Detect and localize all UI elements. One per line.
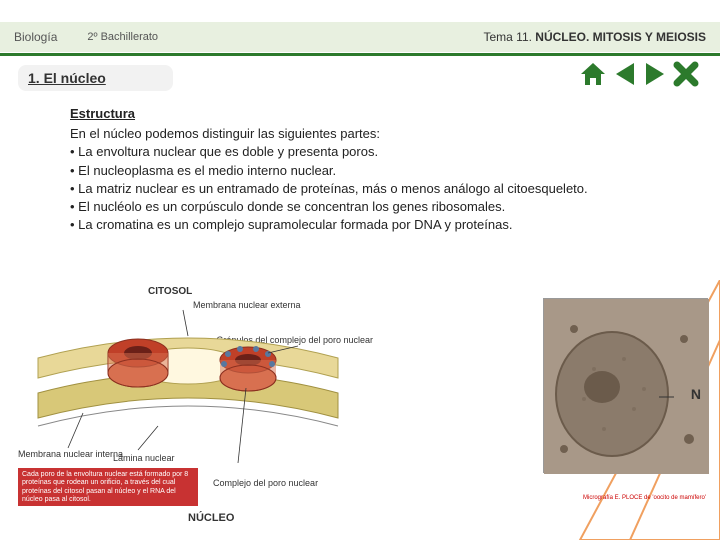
bullet-2: • La matriz nuclear es un entramado de p… [70,180,650,198]
header-bar: Biología 2º Bachillerato Tema 11. NÚCLEO… [0,22,720,52]
content-block: Estructura En el núcleo podemos distingu… [70,105,650,234]
micrograph-svg [544,299,709,474]
diagram-area: CITOSOL Membrana nuclear externa Gránulo… [18,278,373,528]
next-icon[interactable] [642,60,668,88]
section-tab: 1. El núcleo [18,65,173,91]
nav-icons [578,60,700,88]
complejo-label: Complejo del poro nuclear [213,478,318,488]
home-icon[interactable] [578,60,608,88]
content-intro: En el núcleo podemos distinguir las sigu… [70,125,650,143]
bullet-0: • La envoltura nuclear que es doble y pr… [70,143,650,161]
content-title: Estructura [70,105,650,123]
header-underline [0,53,720,56]
topic-prefix: Tema 11. [483,30,535,44]
diagram-caption-box: Cada poro de la envoltura nuclear está f… [18,468,198,506]
bullet-3: • El nucléolo es un corpúsculo donde se … [70,198,650,216]
citosol-label: CITOSOL [148,286,192,297]
nucleus-diagram [28,298,348,468]
micrograph-n-label: N [691,386,701,402]
micrograph-credit: Micrografía E. PLOCE de 'oocito de mamíf… [583,495,706,502]
close-icon[interactable] [672,60,700,88]
nucleo-label: NÚCLEO [188,512,234,524]
prev-icon[interactable] [612,60,638,88]
membrane-int-label: Membrana nuclear interna [18,450,123,460]
topic-bold: NÚCLEO. MITOSIS Y MEIOSIS [535,30,706,44]
micrograph: N [543,298,708,473]
subject-label: Biología [0,30,57,44]
level-label: 2º Bachillerato [57,31,158,43]
topic-label: Tema 11. NÚCLEO. MITOSIS Y MEIOSIS [483,30,706,44]
section-title: 1. El núcleo [28,70,106,86]
lamina-label: Lámina nuclear [113,453,175,463]
bullet-4: • La cromatina es un complejo supramolec… [70,216,650,234]
bullet-1: • El nucleoplasma es el medio interno nu… [70,162,650,180]
